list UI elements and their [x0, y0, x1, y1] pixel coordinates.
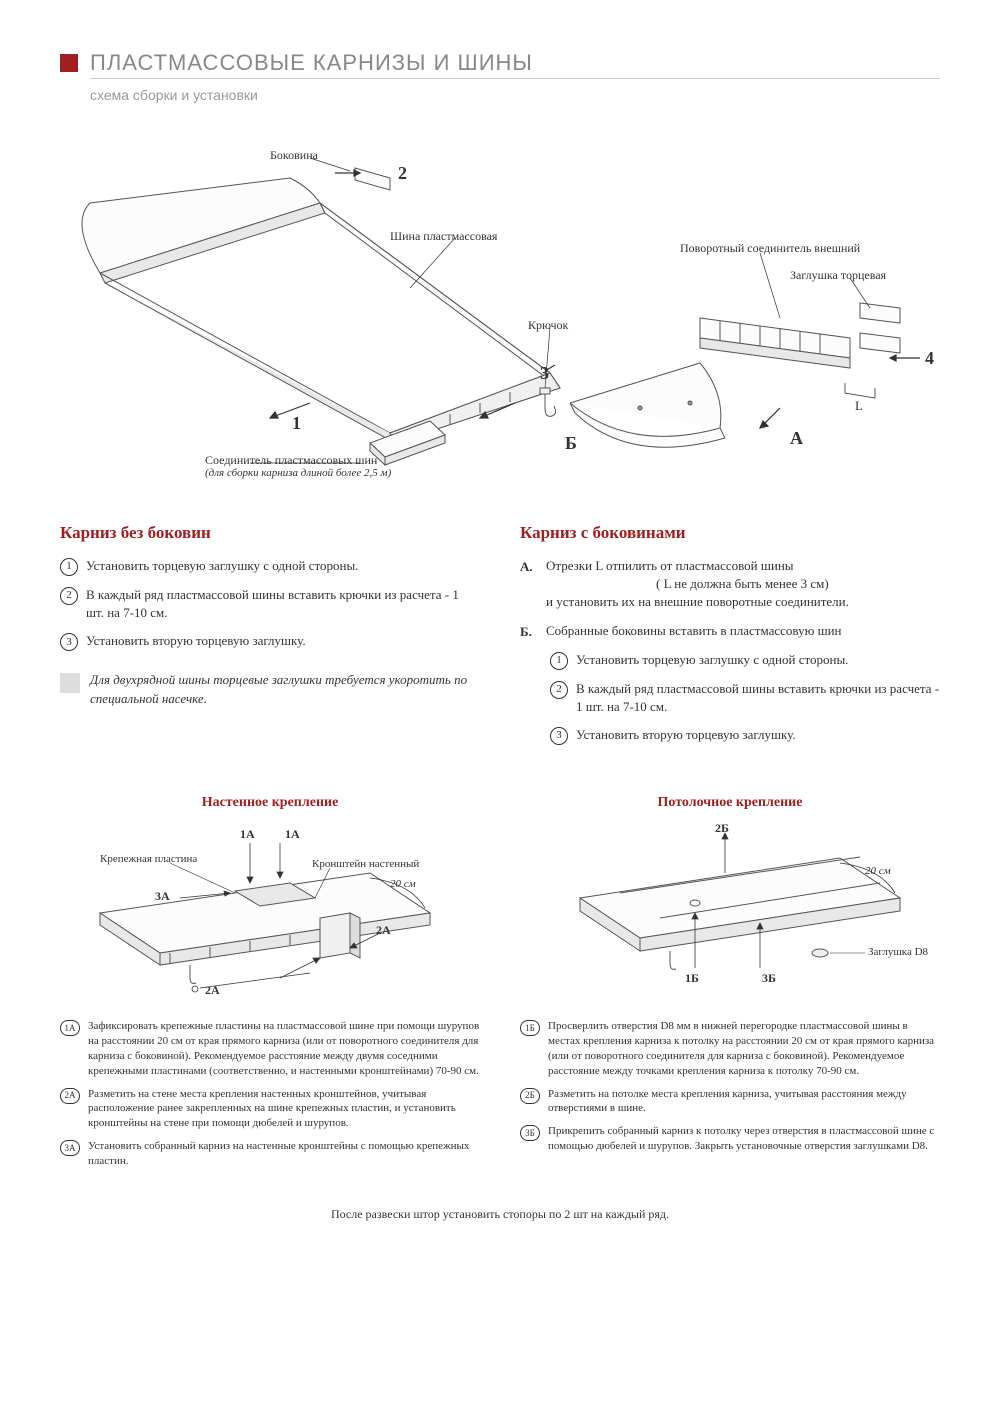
step-text: В каждый ряд пластмассовой шины вставить… [86, 586, 480, 622]
step-text: В каждый ряд пластмассовой шины вставить… [576, 680, 940, 716]
label-2A-2: 2А [205, 983, 220, 998]
step-number-icon: 2 [60, 587, 78, 605]
label-hook: Крючок [528, 318, 568, 333]
step-row: 1 Установить торцевую заглушку с одной с… [60, 557, 480, 576]
label-2A: 2А [376, 923, 391, 938]
step-text: Установить торцевую заглушку с одной сто… [86, 557, 480, 575]
step-row: 1А Зафиксировать крепежные пластины на п… [60, 1019, 480, 1078]
step-number-icon: 1Б [520, 1020, 540, 1036]
label-num-3: 3 [540, 363, 549, 384]
ceiling-mount-steps: 1Б Просверлить отверстия D8 мм в нижней … [520, 1019, 940, 1154]
page-header: ПЛАСТМАССОВЫЕ КАРНИЗЫ И ШИНЫ [60, 50, 940, 76]
step-text-line: ( L не должна быть менее 3 см) [546, 575, 940, 593]
label-connector-1: Соединитель пластмассовых шин [205, 453, 377, 468]
label-cap-d8: Заглушка D8 [868, 946, 928, 958]
label-bracket: Кронштейн настенный [312, 858, 419, 870]
label-connector-2: (для сборки карниза длиной более 2,5 м) [205, 467, 391, 479]
step-number-icon: 3 [60, 633, 78, 651]
label-plate: Крепежная пластина [100, 853, 197, 865]
step-row: 3 Установить вторую торцевую заглушку. [550, 726, 940, 745]
step-number-icon: 2 [550, 681, 568, 699]
label-letter-L: L [855, 398, 863, 414]
mount-title-wall: Настенное крепление [60, 795, 480, 811]
label-endcap: Заглушка торцевая [790, 268, 886, 283]
step-text: Зафиксировать крепежные пластины на плас… [88, 1019, 480, 1078]
col-no-sides: Карниз без боковин 1 Установить торцевую… [60, 523, 480, 755]
col-with-sides: Карниз с боковинами А. Отрезки L отпилит… [520, 523, 940, 755]
footer-note: После развески штор установить стопоры п… [60, 1207, 940, 1222]
wall-mount-steps: 1А Зафиксировать крепежные пластины на п… [60, 1019, 480, 1169]
step-text: Отрезки L отпилить от пластмассовой шины… [546, 557, 940, 612]
instructions-columns: Карниз без боковин 1 Установить торцевую… [60, 523, 940, 755]
note-box: Для двухрядной шины торцевые заглушки тр… [60, 671, 480, 707]
label-20cm: 20 см [390, 878, 416, 890]
page-subtitle: схема сборки и установки [90, 87, 940, 103]
label-shina: Шина пластмассовая [390, 229, 497, 244]
step-number-icon: 3 [550, 727, 568, 745]
step-row: 2Б Разметить на потолке места крепления … [520, 1087, 940, 1117]
step-text: Собранные боковины вставить в пластмассо… [546, 622, 940, 640]
step-row: 1 Установить торцевую заглушку с одной с… [550, 651, 940, 670]
note-text: Для двухрядной шины торцевые заглушки тр… [90, 671, 480, 707]
step-row: 2 В каждый ряд пластмассовой шины встави… [60, 586, 480, 622]
step-number-icon: 1А [60, 1020, 80, 1036]
step-text: Установить вторую торцевую заглушку. [576, 726, 940, 744]
step-row: 2А Разметить на стене места крепления на… [60, 1087, 480, 1132]
step-text-line: Отрезки L отпилить от пластмассовой шины [546, 558, 794, 573]
section-title-left: Карниз без боковин [60, 523, 480, 543]
label-num-2: 2 [398, 163, 407, 184]
step-number-icon: 2А [60, 1088, 80, 1104]
step-number-icon: 2Б [520, 1088, 540, 1104]
label-letter-A: А [790, 428, 803, 449]
step-row: 3Б Прикрепить собранный карниз к потолку… [520, 1124, 940, 1154]
step-letter: Б. [520, 623, 538, 641]
step-text: Разметить на стене места крепления насте… [88, 1087, 480, 1132]
step-number-icon: 3Б [520, 1125, 540, 1141]
col-wall-mount: Настенное крепление [60, 795, 480, 1177]
label-letter-B: Б [565, 433, 577, 454]
label-1A: 1А [240, 827, 255, 842]
main-assembly-diagram: Боковина 2 Шина пластмассовая Поворотный… [60, 143, 940, 483]
label-20cm-ceiling: 20 см [865, 865, 891, 877]
col-ceiling-mount: Потолочное крепление [520, 795, 940, 1177]
label-num-1: 1 [292, 413, 301, 434]
step-text: Разметить на потолке места крепления кар… [548, 1087, 940, 1117]
label-3A: 3А [155, 889, 170, 904]
step-text: Прикрепить собранный карниз к потолку че… [548, 1124, 940, 1154]
label-1A-2: 1А [285, 827, 300, 842]
note-square-icon [60, 673, 80, 693]
step-row-letter: А. Отрезки L отпилить от пластмассовой ш… [520, 557, 940, 612]
step-row-letter: Б. Собранные боковины вставить в пластма… [520, 622, 940, 641]
step-row: 1Б Просверлить отверстия D8 мм в нижней … [520, 1019, 940, 1078]
wall-mount-diagram: Крепежная пластина Кронштейн настенный 2… [60, 823, 480, 1003]
label-bokovina: Боковина [270, 148, 318, 163]
step-row: 3А Установить собранный карниз на настен… [60, 1139, 480, 1169]
section-title-right: Карниз с боковинами [520, 523, 940, 543]
step-text: Установить вторую торцевую заглушку. [86, 632, 480, 650]
mount-title-ceiling: Потолочное крепление [520, 795, 940, 811]
step-text-line: и установить их на внешние поворотные со… [546, 594, 849, 609]
label-1B: 1Б [685, 971, 699, 986]
step-row: 2 В каждый ряд пластмассовой шины встави… [550, 680, 940, 716]
step-text: Просверлить отверстия D8 мм в нижней пер… [548, 1019, 940, 1078]
page-title: ПЛАСТМАССОВЫЕ КАРНИЗЫ И ШИНЫ [90, 50, 533, 76]
step-number-icon: 1 [550, 652, 568, 670]
accent-square-icon [60, 54, 78, 72]
label-2B: 2Б [715, 821, 729, 836]
step-number-icon: 1 [60, 558, 78, 576]
step-row: 3 Установить вторую торцевую заглушку. [60, 632, 480, 651]
step-letter: А. [520, 558, 538, 576]
step-text: Установить торцевую заглушку с одной сто… [576, 651, 940, 669]
step-number-icon: 3А [60, 1140, 80, 1156]
header-divider [90, 78, 940, 79]
step-text: Установить собранный карниз на настенные… [88, 1139, 480, 1169]
mounting-columns: Настенное крепление [60, 795, 940, 1177]
label-num-4: 4 [925, 348, 934, 369]
label-3B: 3Б [762, 971, 776, 986]
label-connector-ext: Поворотный соединитель внешний [680, 241, 860, 256]
ceiling-mount-diagram: 2Б 1Б 3Б 20 см Заглушка D8 [520, 823, 940, 1003]
